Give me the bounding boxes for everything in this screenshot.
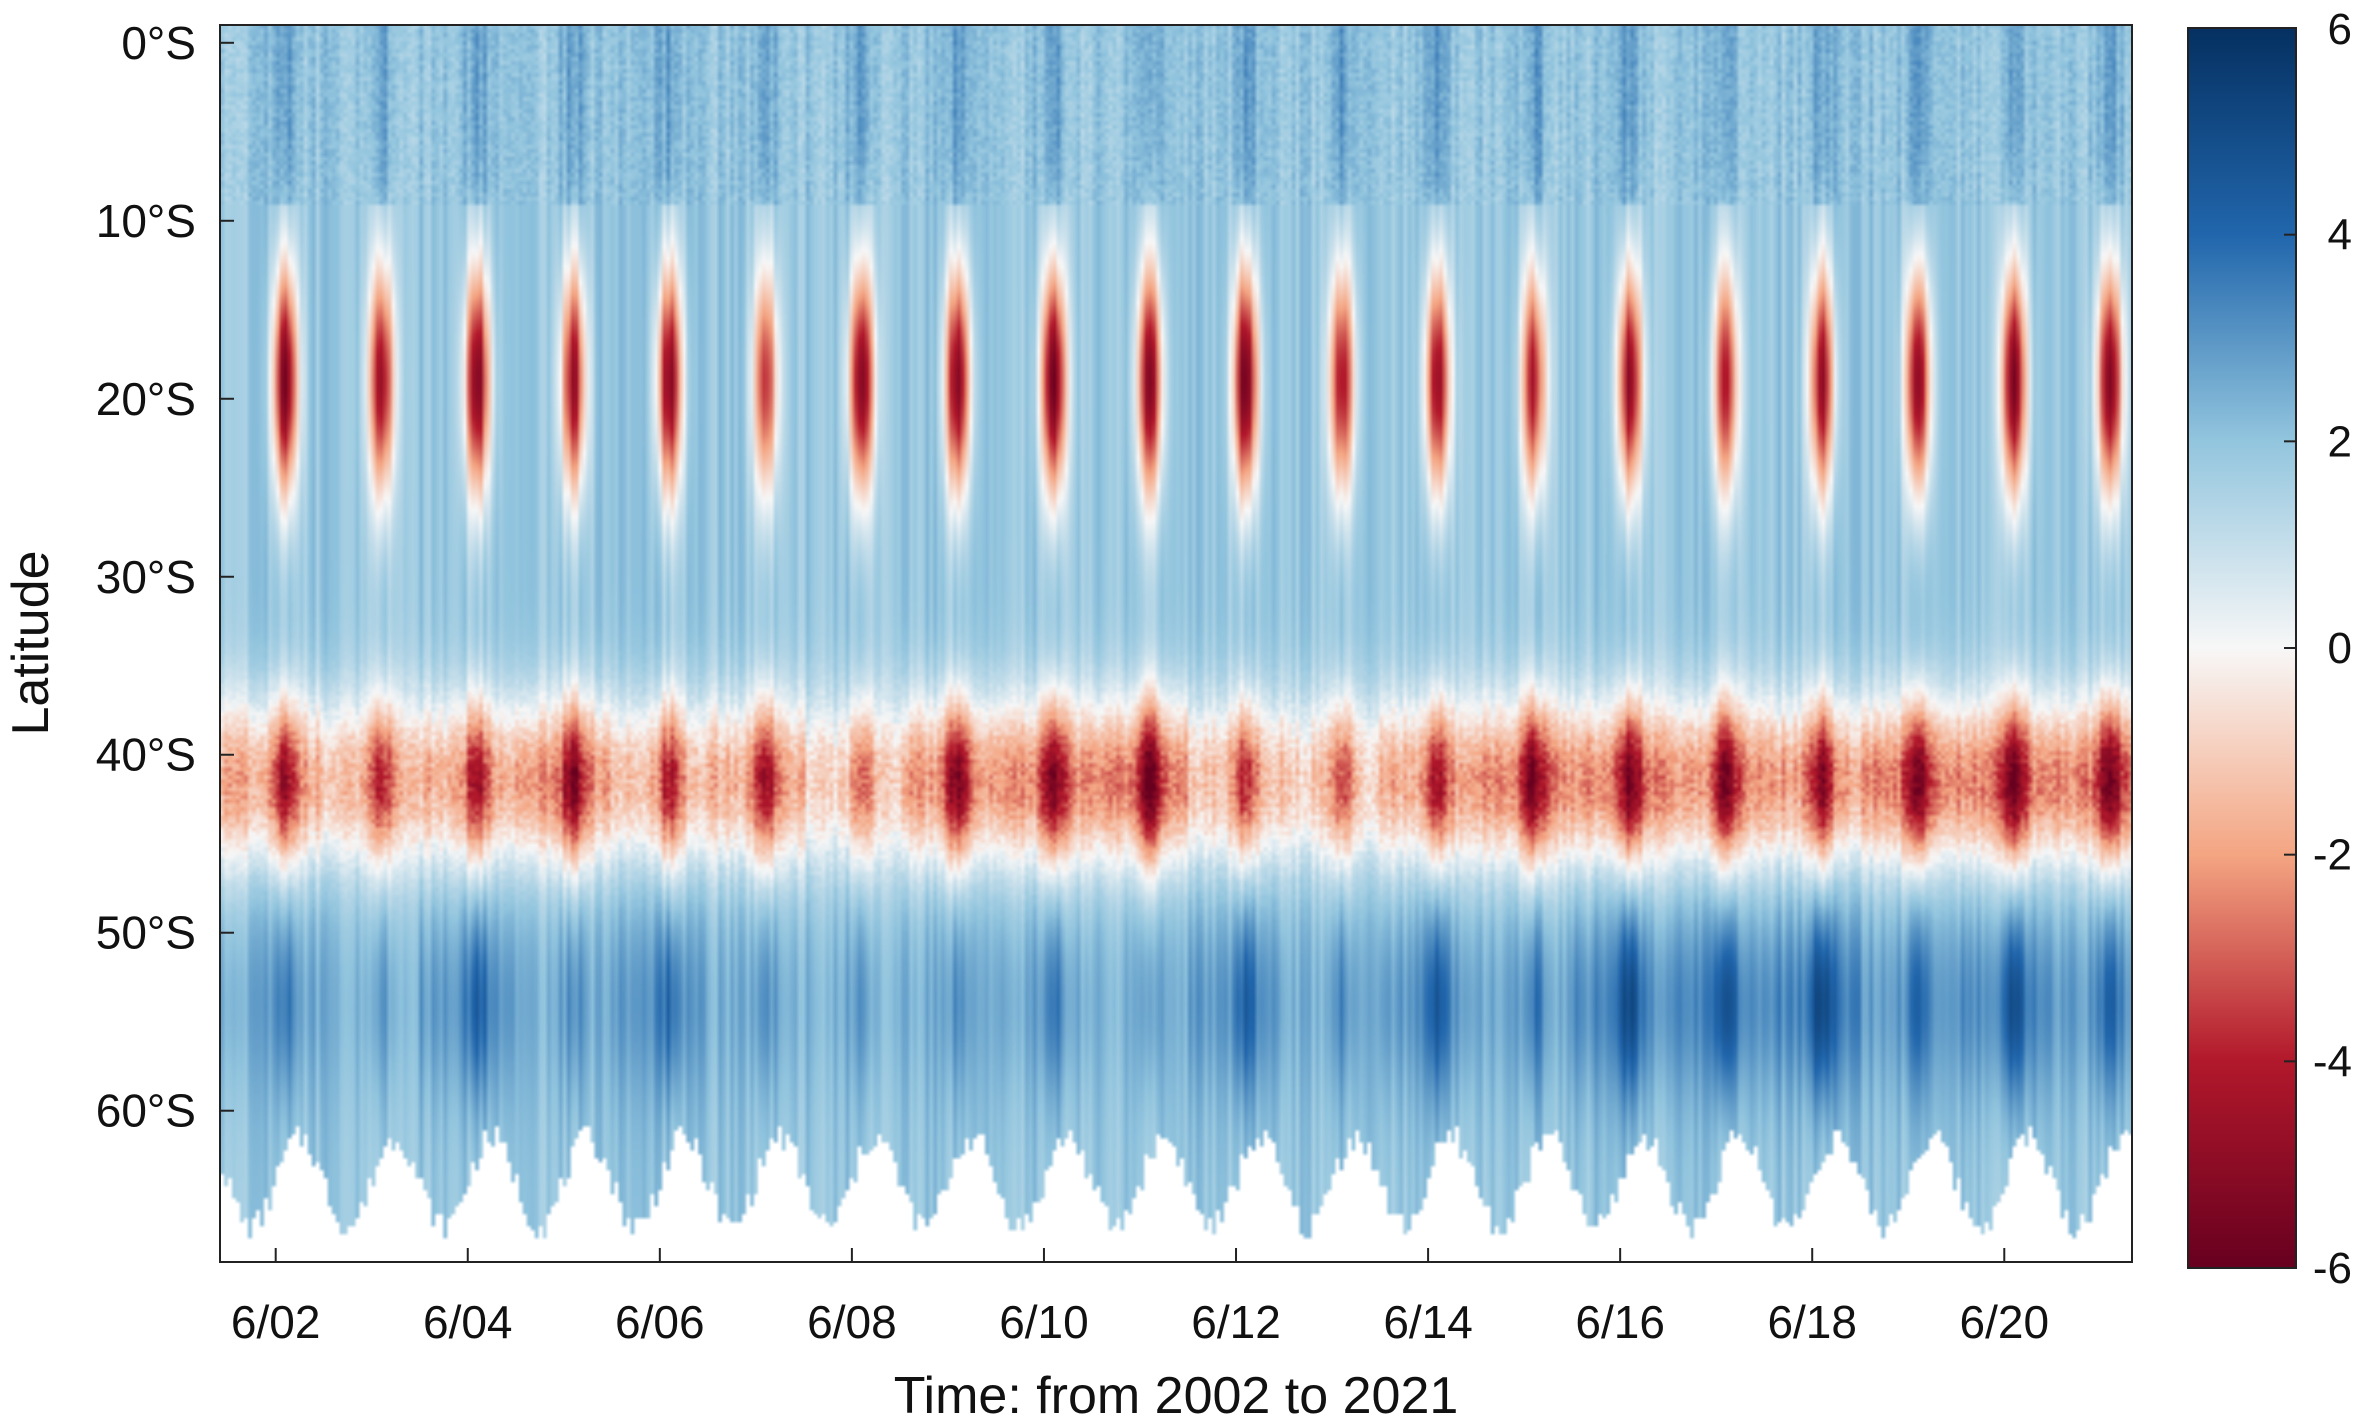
y-tick-label: 60°S: [96, 1085, 196, 1137]
x-tick-label: 6/20: [1960, 1296, 2050, 1348]
y-tick-label: 50°S: [96, 907, 196, 959]
x-tick-label: 6/14: [1383, 1296, 1473, 1348]
x-tick-label: 6/16: [1575, 1296, 1665, 1348]
x-tick-label: 6/02: [231, 1296, 321, 1348]
x-tick-label: 6/08: [807, 1296, 897, 1348]
x-tick-label: 6/06: [615, 1296, 705, 1348]
colorbar-fill: [2188, 28, 2296, 1268]
colorbar: 6 4 2 0 -2 -4 -6: [2187, 5, 2352, 1293]
plot-area: [219, 24, 2133, 1263]
colorbar-tick-label: -4: [2313, 1037, 2352, 1086]
heatmap-image: [220, 25, 2132, 1262]
x-tick-label: 6/18: [1767, 1296, 1857, 1348]
y-tick-label: 40°S: [96, 729, 196, 781]
x-axis-label: Time: from 2002 to 2021: [894, 1367, 1459, 1425]
plot-frame: [219, 24, 2133, 1263]
colorbar-tick-label: 0: [2328, 624, 2352, 673]
colorbar-tick-label: 2: [2328, 417, 2352, 466]
y-tick-label: 30°S: [96, 551, 196, 603]
colorbar-tick-label: -6: [2313, 1244, 2352, 1293]
y-tick-label: 0°S: [121, 17, 196, 69]
colorbar-tick-label: -2: [2313, 831, 2352, 880]
y-tick-label: 10°S: [96, 195, 196, 247]
y-tick-label: 20°S: [96, 373, 196, 425]
y-axis-ticks: 0°S 10°S 20°S 30°S 40°S 50°S 60°S: [96, 17, 234, 1137]
x-axis-ticks: 6/02 6/04 6/06 6/08 6/10 6/12 6/14 6/16 6/18 6/20: [231, 1248, 2049, 1348]
colorbar-tick-label: 4: [2328, 211, 2352, 260]
y-axis-label: Latitude: [2, 550, 60, 735]
colorbar-ticks: 6 4 2 0 -2 -4 -6: [2284, 5, 2352, 1293]
x-tick-label: 6/12: [1191, 1296, 1281, 1348]
x-tick-label: 6/04: [423, 1296, 513, 1348]
x-tick-label: 6/10: [999, 1296, 1089, 1348]
colorbar-tick-label: 6: [2328, 5, 2352, 54]
